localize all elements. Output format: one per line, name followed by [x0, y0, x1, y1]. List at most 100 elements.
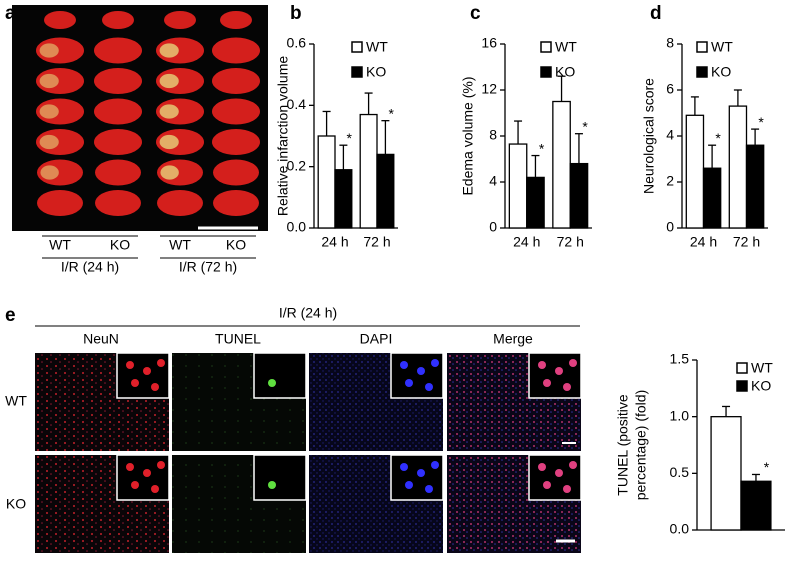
cell: [417, 469, 425, 477]
brain-slice: [212, 68, 260, 94]
cell: [143, 367, 151, 375]
significance: *: [758, 114, 764, 130]
cell: [405, 379, 413, 387]
brain-slice: [213, 190, 259, 216]
error-bar: [751, 473, 760, 482]
legend-label: WT: [555, 39, 577, 55]
cell: [400, 463, 408, 471]
cell: [268, 379, 276, 387]
cell: [431, 359, 439, 367]
cell: [569, 461, 577, 469]
cell: [431, 461, 439, 469]
brain-slice: [220, 11, 252, 29]
bar: [728, 105, 748, 229]
error-bar: [514, 120, 523, 145]
row-label: WT: [5, 393, 27, 409]
bar: [552, 100, 571, 229]
error-bar: [574, 133, 583, 164]
bar: [569, 162, 589, 229]
error-bar: [557, 75, 566, 102]
cell: [425, 485, 433, 493]
legend-swatch: [696, 66, 708, 78]
y-tick-label: 0.4: [287, 96, 307, 112]
brain-slice: [212, 37, 260, 64]
group-label: WT: [169, 237, 191, 253]
brain-slice: [94, 37, 142, 64]
legend-label: KO: [751, 378, 771, 394]
brain-slice: [37, 190, 83, 216]
panel-letter: e: [5, 305, 16, 326]
legend-swatch: [736, 362, 748, 374]
cell: [569, 359, 577, 367]
infarct: [39, 134, 59, 150]
cell: [157, 461, 165, 469]
bar: [508, 143, 528, 229]
cell: [151, 383, 159, 391]
inset: [253, 454, 307, 501]
y-axis-label: TUNEL (positive: [615, 394, 631, 496]
bar: [740, 480, 772, 531]
brain-slice: [212, 98, 260, 125]
y-axis-label: Neurological score: [641, 78, 657, 194]
y-tick-label: 0.5: [670, 464, 690, 480]
condition-label: I/R (72 h): [179, 259, 237, 275]
y-tick-label: 0.0: [287, 219, 307, 235]
error-bar: [364, 92, 373, 115]
y-tick-label: 0.6: [287, 35, 307, 51]
panel-letter: c: [470, 3, 481, 24]
y-tick-label: 4: [489, 173, 497, 189]
y-axis-label: Relative infarction volume: [275, 56, 291, 217]
y-tick-label: 1.0: [670, 407, 690, 423]
cell: [157, 359, 165, 367]
error-bar: [751, 128, 760, 146]
legend-swatch: [540, 66, 552, 78]
x-tick-label: 24 h: [690, 234, 717, 250]
panel-letter: b: [290, 3, 302, 24]
group-label: KO: [226, 237, 246, 253]
bar: [526, 176, 545, 229]
cell: [131, 481, 139, 489]
y-axis-label: percentage) (fold): [633, 390, 649, 501]
legend-label: KO: [366, 64, 386, 80]
legend-swatch: [736, 380, 748, 392]
legend-label: WT: [366, 39, 388, 55]
legend-swatch: [696, 41, 708, 53]
infarct: [39, 43, 59, 58]
bar: [317, 135, 336, 229]
y-tick-label: 12: [481, 81, 497, 97]
brain-slice: [213, 159, 259, 186]
channel-label: NeuN: [83, 331, 119, 347]
error-bar: [708, 144, 717, 169]
group-label: KO: [110, 237, 130, 253]
cell: [538, 361, 546, 369]
x-tick-label: 72 h: [363, 234, 390, 250]
infarct: [39, 104, 59, 119]
bar: [685, 114, 705, 229]
significance: *: [764, 459, 770, 475]
brain-slice: [94, 129, 142, 155]
legend-label: KO: [555, 64, 575, 80]
cell: [555, 367, 563, 375]
brain-slice: [157, 190, 203, 216]
cell: [126, 463, 134, 471]
y-tick-label: 4: [666, 127, 674, 143]
x-tick-label: 24 h: [513, 234, 540, 250]
panel-letter: d: [650, 3, 662, 24]
cell: [543, 481, 551, 489]
brain-slice: [95, 190, 141, 216]
brain-slices: [36, 11, 260, 216]
y-tick-label: 8: [666, 35, 674, 51]
brain-slice: [94, 98, 142, 125]
cell: [543, 379, 551, 387]
cell: [405, 481, 413, 489]
legend-label: WT: [751, 360, 773, 376]
cell: [268, 481, 276, 489]
inset: [253, 352, 307, 399]
error-bar: [381, 120, 390, 155]
y-tick-label: 0.2: [287, 157, 307, 173]
brain-slice: [44, 11, 76, 29]
bar: [745, 144, 765, 229]
y-tick-label: 1.5: [670, 351, 690, 367]
channel-label: DAPI: [360, 331, 393, 347]
